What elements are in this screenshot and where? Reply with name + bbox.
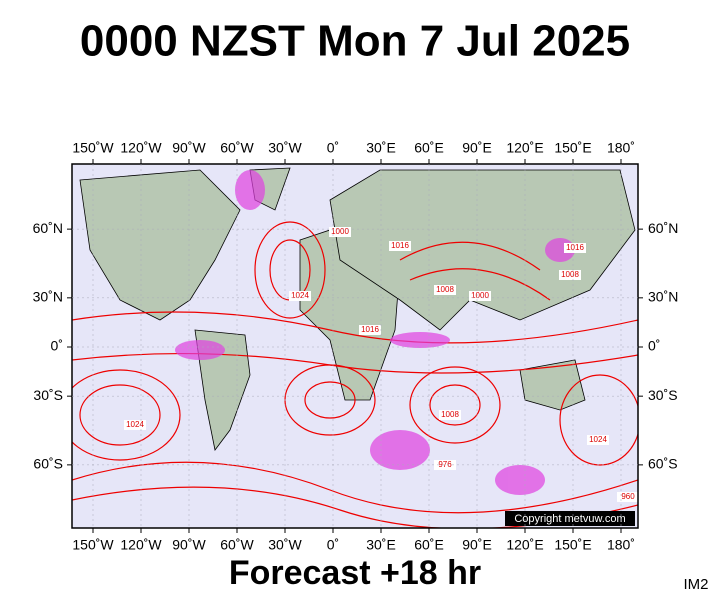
lon-tick-label: 30˚E — [366, 537, 396, 553]
lat-tick-label: 60˚S — [648, 456, 678, 472]
lon-tick-label: 30˚W — [268, 140, 302, 156]
lat-tick-label: 30˚N — [648, 289, 678, 305]
lon-tick-label: 180˚ — [607, 537, 635, 553]
lon-tick-label: 60˚W — [220, 140, 254, 156]
isobar-label: 1008 — [561, 270, 579, 279]
isobar-label: 960 — [621, 492, 635, 501]
copyright-box — [505, 511, 635, 526]
isobar-label-bg — [289, 291, 311, 301]
title: 0000 NZST Mon 7 Jul 2025 — [80, 17, 630, 66]
isobar-label: 1016 — [361, 325, 379, 334]
lat-tick-label: 30˚N — [33, 289, 63, 305]
lat-tick-label: 60˚N — [648, 220, 678, 236]
lon-tick-label: 180˚ — [607, 140, 635, 156]
lon-tick-label: 30˚W — [268, 537, 302, 553]
isobar-label: 1008 — [441, 410, 459, 419]
isobar-label: 1016 — [391, 241, 409, 250]
footer: Forecast +18 hr — [229, 554, 481, 592]
isobar-label: 1000 — [331, 227, 349, 236]
isobar-label: 1000 — [471, 291, 489, 300]
map-frame — [71, 163, 639, 529]
isobar-label-bg — [439, 410, 461, 420]
lon-tick-label: 90˚E — [462, 537, 492, 553]
lon-tick-label: 150˚W — [72, 140, 114, 156]
isobar-label-bg — [359, 325, 381, 335]
isobar-label: 1024 — [291, 291, 309, 300]
isobar-label-bg — [389, 241, 411, 251]
lon-tick-label: 90˚W — [172, 537, 206, 553]
lat-tick-label: 0˚ — [648, 338, 660, 354]
lat-tick-label: 30˚S — [648, 387, 678, 403]
lon-tick-label: 120˚W — [120, 140, 162, 156]
corner-label: IM2 — [683, 576, 708, 593]
lon-tick-label: 90˚W — [172, 140, 206, 156]
lon-tick-label: 60˚E — [414, 140, 444, 156]
lon-tick-label: 60˚E — [414, 537, 444, 553]
isobar-label: 976 — [438, 460, 452, 469]
lon-tick-label: 150˚E — [554, 140, 591, 156]
copyright: Copyright metvuw.com — [514, 513, 625, 525]
lat-tick-label: 0˚ — [51, 338, 63, 354]
isobar-label-bg — [469, 291, 491, 301]
lon-tick-label: 150˚E — [554, 537, 591, 553]
lat-tick-label: 60˚N — [33, 220, 63, 236]
isobar-label-bg — [329, 227, 351, 237]
isobar-label-bg — [124, 420, 146, 430]
lon-tick-label: 0˚ — [327, 140, 339, 156]
isobar-label-bg — [559, 270, 581, 280]
isobar-label: 1016 — [566, 243, 584, 252]
isobar-label: 1024 — [589, 435, 607, 444]
lon-tick-label: 90˚E — [462, 140, 492, 156]
lon-tick-label: 120˚E — [506, 140, 543, 156]
isobar-label: 1024 — [126, 420, 144, 429]
isobar-label-bg — [617, 492, 638, 502]
lon-tick-label: 30˚E — [366, 140, 396, 156]
isobar-label: 1008 — [436, 285, 454, 294]
isobar-label-bg — [434, 460, 456, 470]
lon-tick-label: 120˚W — [120, 537, 162, 553]
lat-tick-label: 30˚S — [33, 387, 63, 403]
lon-tick-label: 60˚W — [220, 537, 254, 553]
isobar-label-bg — [587, 435, 609, 445]
map-area: 1000 1016 1008 1024 1016 1008 1000 1024 1016 1008… — [72, 164, 638, 528]
isobar-label-bg — [434, 285, 456, 295]
isobar-label-bg — [564, 243, 586, 253]
lon-tick-label: 150˚W — [72, 537, 114, 553]
lat-tick-label: 60˚S — [33, 456, 63, 472]
lon-tick-label: 0˚ — [327, 537, 339, 553]
lon-tick-label: 120˚E — [506, 537, 543, 553]
